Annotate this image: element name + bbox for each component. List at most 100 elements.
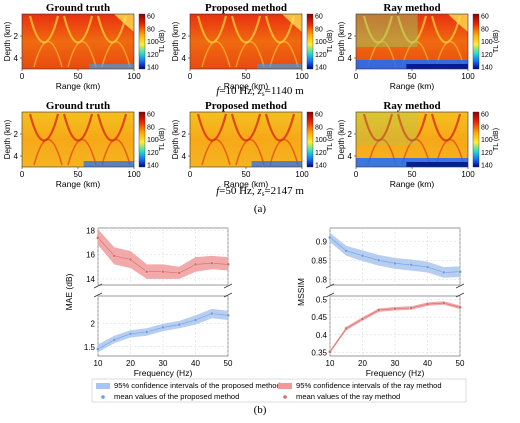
y-axis-label: Depth (km) (171, 21, 180, 61)
x-tick-label: 50 (242, 72, 251, 81)
x-tick-label: 40 (423, 359, 432, 368)
axis-break-mark (93, 283, 103, 289)
convergence-zone (96, 113, 128, 142)
convergence-zone (230, 15, 262, 44)
y-tick-label: 2 (348, 130, 353, 139)
convergence-zone (264, 113, 296, 142)
convergence-zone (367, 41, 397, 68)
label-b: (b) (254, 404, 267, 416)
y-tick-label: 2 (348, 32, 353, 41)
x-tick-label: 50 (74, 72, 83, 81)
confidence-band (98, 229, 228, 279)
mean-point (409, 306, 413, 310)
convergence-zone (235, 41, 265, 68)
mean-point (344, 249, 348, 253)
x-tick-label: 100 (295, 170, 309, 179)
colorbar-label: TL (dB) (159, 128, 166, 151)
low-loss-area (448, 14, 468, 32)
convergence-zone (62, 113, 94, 142)
colorbar (138, 111, 146, 168)
x-tick-label: 100 (461, 170, 475, 179)
colorbar-tick-label: 80 (481, 26, 489, 33)
convergence-zone (196, 113, 228, 142)
x-tick-label: 50 (456, 359, 465, 368)
legend-marker (101, 395, 105, 399)
y-tick-label: 0.8 (316, 275, 328, 284)
colorbar-tick-label: 100 (481, 39, 493, 46)
y-tick-label: 4 (14, 54, 19, 63)
convergence-zone (33, 139, 63, 166)
colorbar-tick-label: 120 (315, 52, 327, 59)
convergence-zone (235, 139, 265, 166)
mean-point (177, 322, 181, 327)
x-tick-label: 30 (159, 359, 168, 368)
mean-point (193, 318, 198, 322)
legend-item: 95% confidence intervals of the ray meth… (278, 381, 442, 390)
y-tick-label: 1.5 (84, 343, 96, 352)
x-tick-label: 10 (326, 359, 335, 368)
colorbar-tick-label: 120 (147, 150, 159, 157)
convergence-zone (196, 15, 228, 44)
colorbar-tick-label: 80 (315, 26, 323, 33)
x-tick-label: 0 (188, 72, 193, 81)
x-tick-label: 20 (358, 359, 367, 368)
y-tick-label: 0.35 (311, 348, 327, 357)
convergence-zone (201, 139, 231, 166)
y-tick-label: 2 (182, 130, 187, 139)
mean-point (376, 258, 381, 263)
x-tick-label: 100 (295, 72, 309, 81)
mean-point (393, 306, 397, 311)
colorbar-tick-label: 120 (147, 52, 159, 59)
y-tick-label: 4 (182, 54, 187, 63)
y-tick-label: 0.9 (316, 237, 328, 246)
y-tick-label: 2 (14, 32, 19, 41)
y-axis-label: Depth (km) (3, 21, 12, 61)
colorbar-tick-label: 60 (481, 112, 489, 119)
colorbar-label: TL (dB) (159, 30, 166, 53)
colorbar-tick-label: 80 (481, 124, 489, 131)
mean-point (393, 261, 397, 266)
legend-label: 95% confidence intervals of the ray meth… (296, 381, 442, 390)
convergence-zone (28, 15, 60, 44)
colorbar (306, 111, 314, 168)
convergence-zone (435, 41, 465, 68)
convergence-zone (33, 41, 63, 68)
y-tick-label: 2 (91, 320, 96, 329)
mae-chart: 14 16 18 1.5 2 10 20 30 40 50 Frequency (Hz) MAE (d… (64, 226, 233, 378)
y-tick-label: 0.45 (311, 313, 327, 322)
x-tick-label: 50 (408, 170, 417, 179)
x-axis-label: Range (km) (224, 179, 269, 189)
mean-point (360, 317, 365, 321)
legend-label: mean values of the ray method (296, 392, 400, 401)
y-tick-label: 14 (86, 275, 95, 284)
low-loss-area (114, 14, 134, 32)
x-tick-label: 30 (391, 359, 400, 368)
y-axis-label: MAE (dB) (64, 273, 74, 310)
panel-title: Ray method (383, 100, 440, 112)
axis-break-mark (455, 292, 465, 298)
panel-title: Ground truth (46, 2, 110, 14)
colorbar-tick-label: 80 (147, 26, 155, 33)
convergence-zone (435, 139, 465, 166)
legend-swatch (96, 383, 110, 389)
mean-point (425, 302, 430, 306)
y-axis-label: Depth (km) (171, 119, 180, 159)
x-tick-label: 20 (126, 359, 135, 368)
legend-box (91, 378, 467, 403)
x-tick-label: 100 (127, 72, 141, 81)
colorbar-tick-label: 80 (315, 124, 323, 131)
x-tick-label: 100 (127, 170, 141, 179)
mean-point (161, 325, 165, 330)
convergence-zone (96, 15, 128, 44)
panel-title: Ground truth (46, 100, 110, 112)
mean-point (328, 235, 332, 240)
mean-point (441, 301, 446, 305)
mssim-chart: 0.8 0.85 0.9 0.35 0.4 0.45 0.5 10 20 30 40 50 Freque… (296, 227, 465, 378)
row2-caption: f=50 Hz, zs=2147 m (216, 185, 304, 198)
y-axis-label: Depth (km) (3, 119, 12, 159)
colorbar-tick-label: 100 (315, 39, 327, 46)
y-tick-label: 2 (182, 32, 187, 41)
